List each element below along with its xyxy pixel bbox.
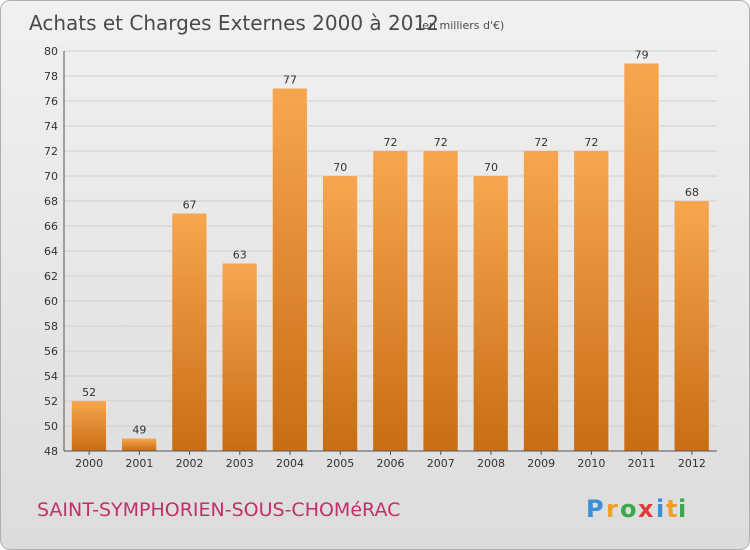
- bar: [574, 151, 609, 451]
- data-labels: 52 49 67 63 77 70 72 72 70 72 72 79 68: [82, 49, 699, 437]
- commune-name: SAINT-SYMPHORIEN-SOUS-CHOMéRAC: [37, 499, 400, 521]
- y-tick-label: 80: [44, 45, 58, 58]
- y-tick-label: 74: [44, 120, 58, 133]
- bar: [122, 438, 157, 451]
- logo-letter: x: [638, 495, 654, 523]
- data-label: 70: [484, 161, 498, 174]
- y-tick-label: 76: [44, 95, 58, 108]
- y-tick-label: 72: [44, 145, 58, 158]
- bar: [373, 151, 408, 451]
- data-label: 79: [635, 49, 649, 62]
- y-tick-label: 66: [44, 220, 58, 233]
- x-tick-label: 2006: [377, 457, 405, 470]
- data-label: 49: [132, 424, 146, 437]
- data-label: 72: [534, 136, 548, 149]
- bar: [674, 201, 710, 451]
- data-label: 67: [183, 199, 197, 212]
- x-tick-label: 2002: [176, 457, 204, 470]
- bar: [473, 176, 509, 451]
- data-label: 68: [685, 186, 699, 199]
- y-tick-label: 56: [44, 345, 58, 358]
- bar: [523, 151, 559, 451]
- chart-title: Achats et Charges Externes 2000 à 2012: [29, 11, 439, 35]
- bar: [222, 263, 258, 451]
- x-tick-label: 2003: [226, 457, 254, 470]
- bar: [172, 213, 207, 451]
- data-label: 70: [333, 161, 347, 174]
- data-label: 63: [233, 249, 247, 262]
- bar: [71, 401, 107, 451]
- x-tick-label: 2007: [427, 457, 455, 470]
- unit-note: (en milliers d'€): [418, 19, 504, 32]
- y-tick-label: 52: [44, 395, 58, 408]
- data-label: 72: [584, 136, 598, 149]
- data-label: 77: [283, 74, 297, 87]
- data-label: 72: [434, 136, 448, 149]
- bar: [624, 63, 659, 451]
- bars: [71, 63, 710, 451]
- y-tick-label: 50: [44, 420, 58, 433]
- x-tick-label: 2000: [75, 457, 103, 470]
- data-label: 72: [384, 136, 398, 149]
- logo-letter: t: [666, 495, 677, 523]
- y-tick-label: 68: [44, 195, 58, 208]
- axes: [63, 51, 717, 452]
- logo-letter: o: [620, 495, 637, 523]
- y-tick-label: 64: [44, 245, 58, 258]
- bar: [272, 88, 308, 451]
- x-tick-label: 2008: [477, 457, 505, 470]
- x-tick-label: 2001: [125, 457, 153, 470]
- bar: [423, 151, 459, 451]
- data-label: 52: [82, 386, 96, 399]
- y-axis-ticks: 48 50 52 54 56 58 60 62 64 66 68 70 72 74 76 78 80: [44, 45, 58, 458]
- y-tick-label: 78: [44, 70, 58, 83]
- bar: [322, 176, 358, 451]
- x-tick-label: 2005: [326, 457, 354, 470]
- y-tick-label: 70: [44, 170, 58, 183]
- y-tick-label: 60: [44, 295, 58, 308]
- x-tick-label: 2010: [577, 457, 605, 470]
- logo-letter: r: [606, 495, 618, 523]
- x-tick-label: 2011: [628, 457, 656, 470]
- x-axis-ticks: 2000 2001 2002 2003 2004 2005 2006 2007 2008 2009…: [75, 451, 706, 470]
- y-tick-label: 58: [44, 320, 58, 333]
- x-tick-label: 2004: [276, 457, 304, 470]
- logo-letter: i: [678, 495, 686, 523]
- logo-letter: i: [656, 495, 664, 523]
- x-tick-label: 2012: [678, 457, 706, 470]
- y-tick-label: 48: [44, 445, 58, 458]
- x-tick-label: 2009: [527, 457, 555, 470]
- logo-letter: P: [586, 495, 604, 523]
- y-tick-label: 54: [44, 370, 58, 383]
- y-tick-label: 62: [44, 270, 58, 283]
